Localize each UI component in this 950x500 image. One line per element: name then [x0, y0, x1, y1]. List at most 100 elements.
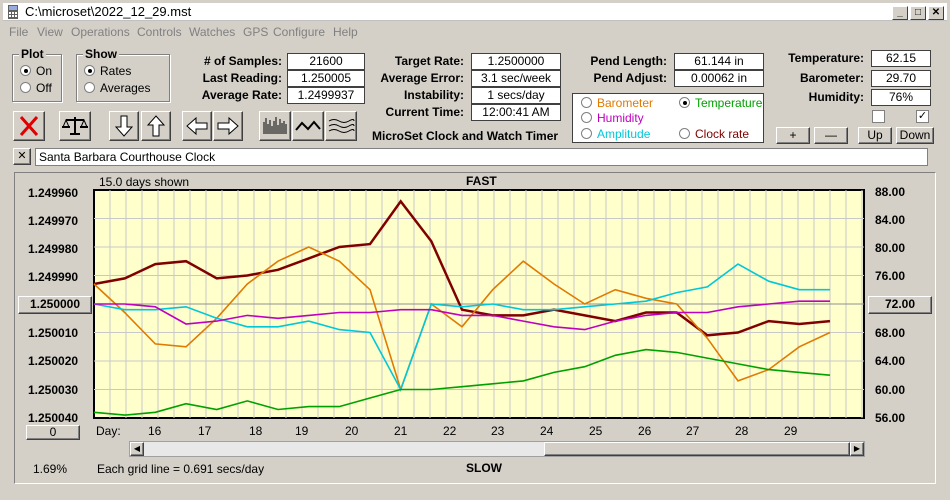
right-axis-label-5: 68.00	[875, 326, 906, 340]
left-axis-label-1: 1.249970	[28, 214, 79, 228]
down-button[interactable]: Down	[896, 127, 934, 144]
bar-graph-button[interactable]	[259, 111, 291, 141]
wave-graph-button[interactable]	[325, 111, 357, 141]
show-group-label: Show	[83, 47, 119, 61]
slow-label: SLOW	[466, 461, 502, 475]
temperature-value: 62.15	[871, 50, 931, 67]
overlay-humidity-radio[interactable]: Humidity	[581, 111, 644, 125]
day-tick: 18	[249, 424, 263, 438]
overlay-amplitude-radio[interactable]: Amplitude	[581, 127, 650, 141]
left-axis-label-3: 1.249990	[28, 270, 79, 284]
fast-label: FAST	[466, 174, 497, 188]
checkbox-right[interactable]: ✓	[916, 110, 929, 123]
close-button[interactable]: ✕	[928, 6, 944, 20]
clock-name-field[interactable]: Santa Barbara Courthouse Clock	[35, 148, 928, 166]
day-tick: 24	[540, 424, 554, 438]
scroll-right-button[interactable]	[213, 111, 243, 141]
instability-label: Instability:	[403, 88, 464, 102]
samples-label: # of Samples:	[203, 54, 282, 68]
menu-view[interactable]: View	[37, 25, 63, 39]
show-averages-radio[interactable]: Averages	[84, 81, 150, 95]
humidity-value: 76%	[871, 89, 931, 106]
menu-gps[interactable]: GPS	[243, 25, 269, 39]
offset-button[interactable]: 0	[26, 425, 80, 440]
right-axis-label-3: 76.00	[875, 269, 906, 283]
overlay-selector: Barometer Temperature Humidity Amplitude…	[572, 93, 764, 143]
last-reading-label: Last Reading:	[202, 71, 282, 85]
right-axis-label-2: 80.00	[875, 241, 906, 255]
menu-help[interactable]: Help	[333, 25, 358, 39]
scroll-up-button[interactable]	[141, 111, 171, 141]
overlay-clockrate-radio[interactable]: Clock rate	[679, 127, 749, 141]
right-axis-label-8: 56.00	[875, 411, 906, 425]
wave-icon	[328, 119, 355, 133]
line-graph-icon	[295, 120, 321, 131]
center-left-button[interactable]: 1.250000	[18, 296, 92, 314]
calibrate-button[interactable]	[59, 111, 91, 141]
left-axis-label-6: 1.250020	[28, 354, 79, 368]
day-tick: 16	[148, 424, 162, 438]
menu-configure[interactable]: Configure	[273, 25, 326, 39]
menu-bar: File View Operations Controls Watches GP…	[3, 23, 947, 41]
plot-off-radio[interactable]: Off	[20, 81, 52, 95]
stop-button[interactable]	[13, 111, 45, 141]
series-line-humidity	[94, 300, 830, 331]
series-line-temperature	[93, 348, 831, 416]
checkbox-left[interactable]	[872, 110, 885, 123]
overlay-barometer-radio[interactable]: Barometer	[581, 96, 653, 110]
scroll-left-arrow-icon[interactable]: ◀	[130, 442, 144, 456]
day-tick: 26	[638, 424, 652, 438]
menu-watches[interactable]: Watches	[189, 25, 236, 39]
show-rates-radio[interactable]: Rates	[84, 64, 131, 78]
temperature-label: Temperature:	[788, 51, 864, 65]
scroll-left-button[interactable]	[182, 111, 212, 141]
show-group: Show	[76, 47, 170, 102]
center-right-button[interactable]: 72.00	[868, 296, 932, 314]
right-axis-label-6: 64.00	[875, 354, 906, 368]
pend-length-value: 61.144 in	[674, 53, 764, 70]
overlay-temperature-radio[interactable]: Temperature	[679, 96, 762, 110]
plot-on-radio[interactable]: On	[20, 64, 52, 78]
day-tick: 21	[394, 424, 408, 438]
barometer-label: Barometer:	[799, 71, 864, 85]
menu-operations[interactable]: Operations	[71, 25, 130, 39]
maximize-button[interactable]: □	[910, 6, 926, 20]
scrollbar-thumb[interactable]	[544, 442, 850, 456]
barometer-value: 29.70	[871, 70, 931, 87]
scroll-right-arrow-icon[interactable]: ▶	[850, 442, 864, 456]
last-reading-value: 1.250005	[287, 70, 365, 87]
series-line-amplitude	[93, 263, 830, 392]
menu-file[interactable]: File	[9, 25, 29, 39]
arrow-down-icon	[114, 115, 134, 137]
pend-adjust-value: 0.00062 in	[674, 70, 764, 87]
arrow-right-icon	[217, 116, 239, 136]
plus-button[interactable]: +	[776, 127, 810, 144]
average-rate-value: 1.2499937	[287, 87, 365, 104]
left-axis-label-5: 1.250010	[28, 326, 79, 340]
right-axis-label-1: 84.00	[875, 213, 906, 227]
window-title: C:\microset\2022_12_29.mst	[25, 4, 192, 19]
target-rate-value: 1.2500000	[471, 53, 561, 70]
up-button[interactable]: Up	[858, 127, 892, 144]
left-axis-label-2: 1.249980	[28, 242, 79, 256]
left-axis-label-7: 1.250030	[28, 383, 79, 397]
scroll-down-button[interactable]	[109, 111, 139, 141]
minimize-button[interactable]: _	[892, 6, 908, 20]
minus-button[interactable]: —	[814, 127, 848, 144]
clear-name-button[interactable]: ✕	[13, 148, 31, 165]
app-caption: MicroSet Clock and Watch Timer	[372, 129, 559, 143]
instability-value: 1 secs/day	[471, 87, 561, 104]
day-label: Day:	[96, 424, 121, 438]
humidity-label: Humidity:	[808, 90, 864, 104]
current-time-value: 12:00:41 AM	[471, 104, 561, 121]
line-graph-button[interactable]	[292, 111, 324, 141]
samples-value: 21600	[287, 53, 365, 70]
title-bar[interactable]: C:\microset\2022_12_29.mst _ □ ✕	[3, 3, 947, 21]
arrow-left-icon	[186, 116, 208, 136]
arrow-up-icon	[146, 115, 166, 137]
chart-panel	[14, 172, 936, 484]
menu-controls[interactable]: Controls	[137, 25, 182, 39]
horizontal-scrollbar[interactable]: ◀ ▶	[129, 441, 865, 457]
app-icon	[8, 5, 18, 19]
